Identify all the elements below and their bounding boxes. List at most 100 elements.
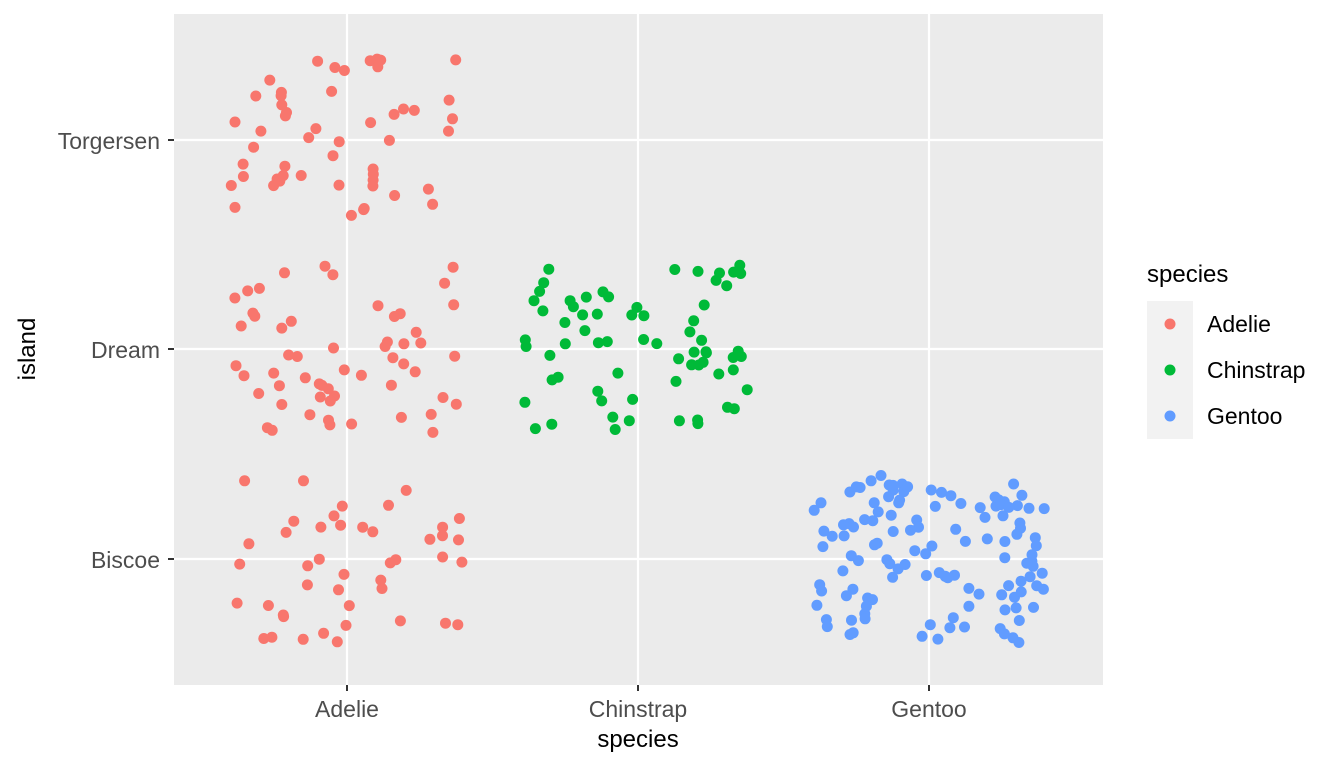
data-point-chinstrap-dream [592, 385, 604, 397]
data-point-gentoo-biscoe [905, 524, 916, 536]
data-point-adelie-torgersen [443, 125, 454, 137]
data-point-gentoo-biscoe [1028, 601, 1039, 613]
data-point-adelie-biscoe [243, 538, 255, 550]
data-point-gentoo-biscoe [1030, 540, 1042, 552]
data-point-adelie-torgersen [303, 132, 315, 144]
data-point-chinstrap-dream [580, 291, 592, 303]
data-point-adelie-dream [410, 326, 422, 338]
data-point-adelie-biscoe [437, 521, 449, 533]
data-point-adelie-dream [425, 408, 437, 420]
data-point-adelie-torgersen [264, 74, 276, 86]
data-point-adelie-biscoe [301, 579, 313, 591]
data-point-adelie-biscoe [280, 526, 292, 538]
data-point-chinstrap-dream [732, 345, 744, 357]
legend-label-chinstrap: Chinstrap [1207, 357, 1305, 383]
data-point-gentoo-biscoe [920, 570, 932, 581]
data-point-adelie-biscoe [384, 557, 396, 569]
data-point-gentoo-biscoe [847, 627, 859, 639]
grid-lines [174, 14, 1103, 685]
data-point-adelie-dream [242, 285, 254, 297]
data-point-chinstrap-dream [592, 337, 604, 349]
x-tick-label-chinstrap: Chinstrap [589, 696, 687, 722]
data-point-adelie-biscoe [333, 584, 344, 596]
data-point-chinstrap-dream [529, 423, 541, 435]
data-point-chinstrap-dream [538, 277, 550, 289]
data-point-gentoo-biscoe [850, 481, 862, 493]
data-point-chinstrap-dream [623, 415, 635, 427]
data-point-adelie-biscoe [453, 534, 464, 546]
data-point-gentoo-biscoe [936, 486, 947, 498]
data-point-gentoo-biscoe [1013, 637, 1025, 648]
data-point-adelie-dream [395, 411, 407, 423]
data-point-gentoo-biscoe [899, 559, 911, 570]
data-point-gentoo-biscoe [998, 628, 1010, 640]
data-point-chinstrap-dream [528, 295, 540, 307]
data-point-adelie-torgersen [443, 94, 455, 106]
data-point-gentoo-biscoe [974, 502, 986, 514]
data-point-adelie-dream [273, 380, 285, 392]
data-point-adelie-dream [355, 369, 367, 381]
data-point-chinstrap-dream [609, 424, 621, 435]
data-point-adelie-torgersen [225, 180, 237, 191]
data-point-adelie-torgersen [327, 150, 339, 162]
data-point-gentoo-biscoe [945, 490, 957, 502]
data-point-adelie-torgersen [333, 136, 345, 148]
data-point-gentoo-biscoe [894, 494, 906, 506]
data-point-chinstrap-dream [692, 414, 704, 426]
data-point-chinstrap-dream [669, 264, 681, 275]
data-point-adelie-biscoe [277, 609, 289, 621]
data-point-adelie-biscoe [313, 553, 325, 565]
data-point-chinstrap-dream [596, 395, 608, 407]
data-point-chinstrap-dream [688, 346, 700, 358]
data-point-gentoo-biscoe [860, 600, 872, 612]
data-point-chinstrap-dream [638, 310, 650, 322]
legend-label-gentoo: Gentoo [1207, 403, 1282, 429]
data-point-adelie-dream [276, 399, 288, 410]
data-point-gentoo-biscoe [963, 600, 975, 612]
data-point-adelie-dream [249, 310, 261, 322]
data-point-gentoo-biscoe [887, 479, 899, 491]
data-point-adelie-dream [387, 352, 399, 364]
data-point-gentoo-biscoe [1029, 532, 1041, 544]
data-point-chinstrap-dream [721, 280, 733, 292]
data-point-adelie-dream [381, 336, 393, 348]
data-point-chinstrap-dream [519, 396, 531, 408]
data-point-adelie-torgersen [312, 55, 324, 67]
data-point-chinstrap-dream [591, 308, 603, 320]
data-point-gentoo-biscoe [999, 604, 1011, 616]
data-point-gentoo-biscoe [846, 614, 857, 626]
data-point-gentoo-biscoe [869, 539, 880, 551]
data-point-chinstrap-dream [627, 393, 639, 405]
data-point-chinstrap-dream [567, 301, 579, 313]
data-point-gentoo-biscoe [979, 511, 991, 523]
data-point-adelie-dream [253, 282, 265, 294]
data-point-chinstrap-dream [519, 334, 531, 346]
data-point-adelie-dream [291, 351, 303, 362]
data-point-gentoo-biscoe [848, 521, 859, 533]
data-point-adelie-dream [304, 409, 316, 421]
data-point-gentoo-biscoe [929, 500, 941, 512]
data-point-adelie-biscoe [318, 627, 330, 639]
data-point-chinstrap-dream [651, 338, 663, 350]
data-point-gentoo-biscoe [820, 614, 832, 626]
data-point-adelie-dream [447, 261, 459, 273]
data-point-chinstrap-dream [534, 285, 546, 297]
data-point-adelie-dream [385, 379, 397, 391]
data-point-adelie-dream [235, 320, 247, 332]
data-point-gentoo-biscoe [814, 579, 826, 591]
data-point-gentoo-biscoe [859, 514, 871, 526]
data-point-gentoo-biscoe [868, 497, 880, 509]
data-point-adelie-dream [449, 350, 461, 362]
data-point-adelie-biscoe [258, 633, 270, 644]
data-point-gentoo-biscoe [1011, 500, 1023, 512]
data-point-gentoo-biscoe [920, 548, 932, 560]
legend-title: species [1147, 261, 1228, 288]
legend-swatch-gentoo [1164, 410, 1176, 422]
data-point-adelie-dream [276, 322, 288, 334]
data-point-adelie-biscoe [297, 633, 309, 645]
data-point-gentoo-biscoe [840, 590, 852, 602]
data-point-gentoo-biscoe [1011, 528, 1023, 540]
data-point-gentoo-biscoe [875, 470, 887, 481]
data-point-adelie-dream [398, 358, 410, 370]
data-point-gentoo-biscoe [944, 622, 956, 634]
